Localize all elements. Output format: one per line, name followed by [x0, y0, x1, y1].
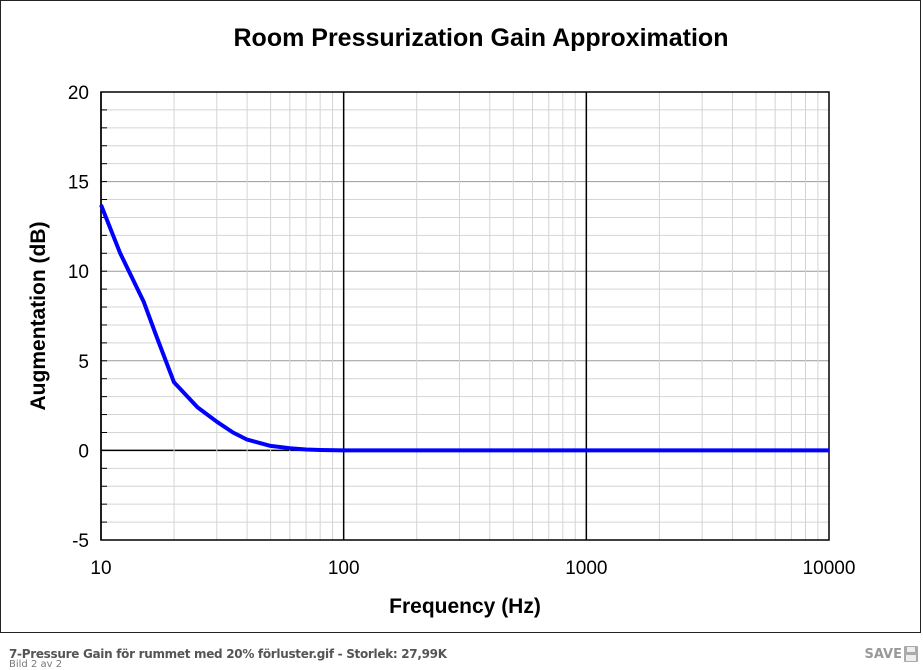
save-button[interactable]: SAVE	[865, 646, 918, 662]
chart-title: Room Pressurization Gain Approximation	[234, 24, 729, 52]
y-tick-label: 10	[68, 262, 89, 283]
y-tick-label: 20	[68, 83, 89, 104]
x-tick-label: 100	[328, 558, 360, 579]
y-axis-label: Augmentation (dB)	[27, 222, 50, 411]
y-tick-label: 15	[68, 173, 89, 194]
y-tick-label: -5	[72, 531, 89, 552]
save-label: SAVE	[864, 646, 902, 662]
y-tick-label: 0	[78, 441, 89, 462]
x-tick-label: 10000	[803, 558, 856, 579]
plot-area	[100, 91, 830, 541]
x-tick-label: 10	[90, 558, 111, 579]
chart-frame	[0, 0, 921, 633]
floppy-disk-icon	[904, 646, 918, 662]
y-tick-label: 5	[78, 352, 89, 373]
series-line	[99, 204, 829, 453]
x-tick-label: 1000	[565, 558, 607, 579]
image-caption: 7-Pressure Gain för rummet med 20% förlu…	[9, 647, 447, 661]
image-counter: Bild 2 av 2	[9, 659, 63, 670]
x-axis-label: Frequency (Hz)	[389, 595, 541, 618]
